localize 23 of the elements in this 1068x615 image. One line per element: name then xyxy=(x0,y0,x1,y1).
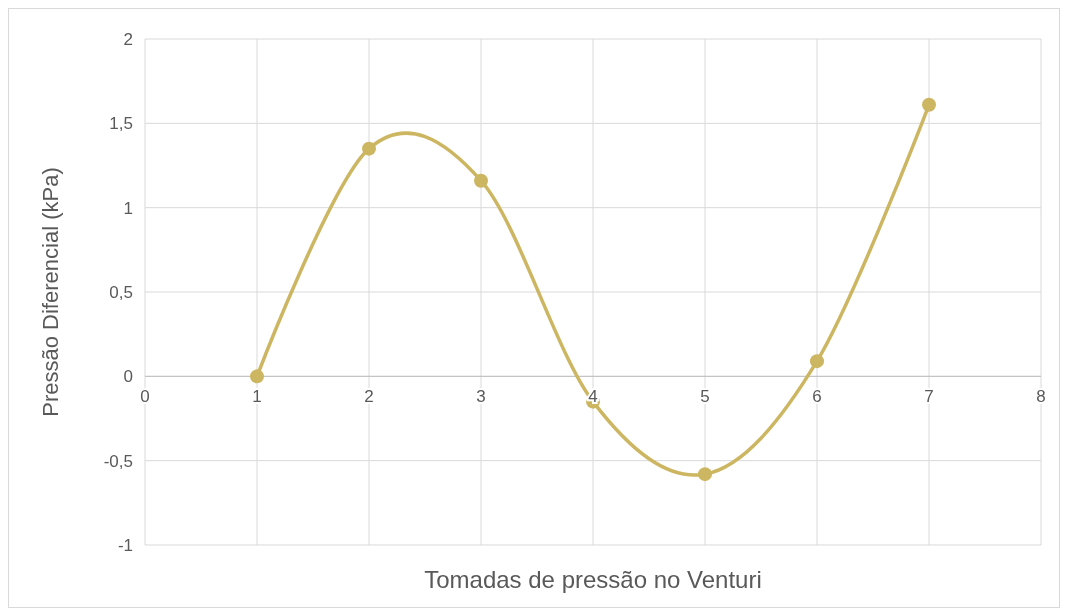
x-tick-label: 2 xyxy=(364,387,374,407)
point xyxy=(810,354,824,369)
x-tick-label: 5 xyxy=(700,387,710,407)
point xyxy=(474,173,488,188)
y-tick-label: 1,5 xyxy=(109,114,133,134)
point xyxy=(698,467,712,482)
y-tick-label: 0 xyxy=(123,367,133,387)
point xyxy=(362,141,376,156)
x-tick-label: 8 xyxy=(1036,387,1046,407)
y-tick-label: -1 xyxy=(117,535,133,555)
y-axis-title: Pressão Diferencial (kPa) xyxy=(38,167,63,417)
x-axis-title: Tomadas de pressão no Venturi xyxy=(424,566,762,593)
x-tick-label: 3 xyxy=(476,387,486,407)
y-tick-label: -0,5 xyxy=(103,451,133,471)
point xyxy=(922,97,936,112)
y-tick-label: 2 xyxy=(123,29,133,49)
point xyxy=(250,369,264,384)
x-tick-label: 7 xyxy=(924,387,934,407)
x-tick-label: 1 xyxy=(252,387,262,407)
y-tick-label: 1 xyxy=(123,198,133,218)
x-tick-label: 0 xyxy=(140,387,150,407)
y-tick-label: 0,5 xyxy=(109,282,133,302)
x-tick-label: 6 xyxy=(812,387,822,407)
